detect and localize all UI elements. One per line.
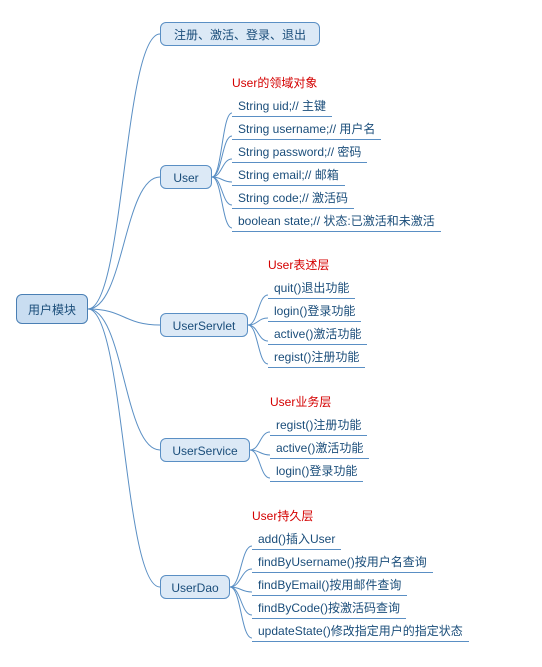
leaf-item: String email;// 邮箱 [232,164,345,186]
leaf-item: findByUsername()按用户名查询 [252,551,433,573]
leaf-item: regist()注册功能 [270,414,367,436]
branch-label: UserServlet [173,319,236,333]
branch-label: 注册、激活、登录、退出 [174,28,306,42]
branch-node: UserServlet [160,313,248,337]
branch-label: UserDao [171,581,218,595]
leaf-item: login()登录功能 [270,460,363,482]
branch-header: User的领域对象 [232,74,317,91]
leaf-item: String uid;// 主键 [232,95,332,117]
leaf-item: findByEmail()按用邮件查询 [252,574,407,596]
branch-node: User [160,165,212,189]
branch-node: UserDao [160,575,230,599]
leaf-item: active()激活功能 [270,437,369,459]
root-node: 用户模块 [16,294,88,324]
leaf-item: regist()注册功能 [268,346,365,368]
leaf-item: updateState()修改指定用户的指定状态 [252,620,469,642]
leaf-item: String password;// 密码 [232,141,367,163]
leaf-item: boolean state;// 状态:已激活和未激活 [232,210,441,232]
leaf-item: quit()退出功能 [268,277,355,299]
root-label: 用户模块 [28,303,76,317]
leaf-item: String username;// 用户名 [232,118,381,140]
leaf-item: findByCode()按激活码查询 [252,597,406,619]
branch-label: User [173,171,198,185]
leaf-item: login()登录功能 [268,300,361,322]
leaf-item: String code;// 激活码 [232,187,354,209]
branch-header: User表述层 [268,256,329,273]
branch-header: User持久层 [252,507,313,524]
leaf-item: active()激活功能 [268,323,367,345]
branch-node: 注册、激活、登录、退出 [160,22,320,46]
leaf-item: add()插入User [252,528,341,550]
branch-node: UserService [160,438,250,462]
branch-label: UserService [172,444,237,458]
branch-header: User业务层 [270,393,331,410]
